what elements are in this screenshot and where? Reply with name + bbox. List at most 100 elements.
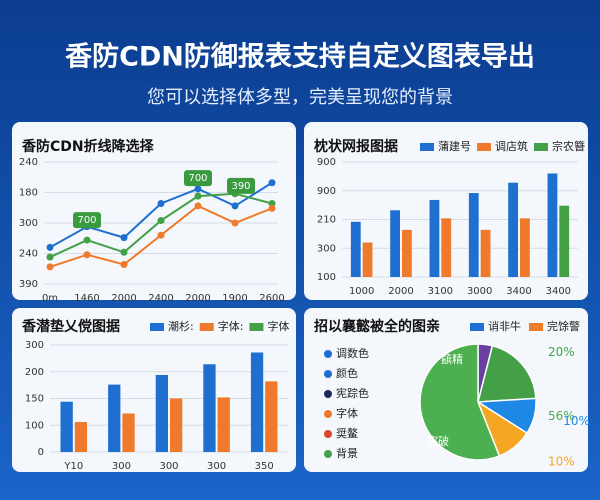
annotation-box — [184, 170, 212, 187]
legend-label: 颜色 — [336, 366, 358, 380]
legend-label: 蒲建号 — [438, 139, 471, 153]
legend-label: 奨鳌 — [336, 426, 358, 440]
annotation-box — [227, 177, 255, 194]
annotation: 宪破 — [427, 434, 449, 448]
point — [46, 263, 54, 271]
x-tick-label: 3000 — [467, 286, 492, 297]
value-label: 20% — [548, 345, 575, 359]
legend-swatch — [529, 323, 543, 331]
x-tick-label: 1000 — [349, 286, 374, 297]
bar — [170, 398, 183, 452]
point — [157, 199, 165, 207]
point — [157, 217, 165, 225]
x-tick-label: 300 — [159, 461, 178, 472]
y-tick-label: 180 — [19, 188, 38, 199]
x-tick-label: 1460 — [74, 293, 99, 304]
value-label: 10% — [548, 455, 575, 469]
legend-swatch — [420, 143, 434, 151]
point — [194, 185, 202, 193]
x-tick-label: 2600 — [259, 293, 284, 304]
x-tick-label: 2000 — [185, 293, 210, 304]
x-tick-label: 3400 — [546, 286, 571, 297]
chart-title: 香防CDN折线降选择 — [21, 138, 155, 155]
y-tick-label: 300 — [317, 243, 336, 254]
chart-title: 招以襄懿被全的图亲 — [314, 318, 440, 335]
value-label: 10% — [563, 414, 590, 428]
bar — [74, 422, 88, 452]
point — [46, 253, 54, 261]
y-tick-label: 300 — [25, 340, 44, 351]
legend-dot — [324, 410, 332, 418]
legend-label: 诮非牛 — [488, 319, 521, 333]
bar — [265, 381, 278, 452]
point — [194, 192, 202, 200]
bar — [520, 218, 530, 277]
legend-swatch — [199, 323, 214, 331]
y-tick-label: 100 — [317, 272, 336, 283]
x-tick-label: 2000 — [111, 293, 136, 304]
bar — [60, 401, 73, 452]
bar — [559, 205, 570, 277]
legend-swatch — [470, 323, 484, 331]
bar — [217, 397, 230, 452]
value-label: 56% — [548, 409, 575, 423]
legend-label: 背景 — [336, 446, 358, 460]
legend-label: 宗农簪 — [552, 139, 585, 153]
bar — [441, 218, 452, 277]
x-tick-label: Y10 — [63, 461, 83, 472]
chart-title: 枕状网报图据 — [314, 138, 398, 155]
bar — [362, 242, 373, 277]
y-tick-label: 200 — [25, 367, 44, 378]
legend-dot — [324, 350, 332, 358]
y-tick-label: 240 — [19, 249, 38, 260]
page-subtitle: 您可以选择体多型，完美呈现您的背景 — [147, 87, 453, 108]
legend-label: 调店筑 — [495, 139, 528, 153]
bar — [203, 364, 216, 452]
annotation-box — [73, 212, 101, 229]
annotation: 700 — [77, 215, 96, 226]
x-tick-label: 350 — [255, 461, 274, 472]
legend-swatch — [249, 323, 264, 331]
page-title: 香防CDN防御报表支持自定义图表导出 — [65, 41, 535, 73]
x-tick-label: 2400 — [148, 293, 173, 304]
annotation: 390 — [231, 181, 250, 192]
legend-label: 潮杉: — [168, 319, 194, 333]
legend-dot — [324, 430, 332, 438]
bar — [350, 221, 361, 277]
bar — [155, 374, 168, 452]
legend-label: 完馀警 — [547, 319, 580, 333]
point — [194, 202, 202, 210]
legend-dot — [324, 390, 332, 398]
point — [120, 248, 128, 256]
legend-label: 字体 — [267, 319, 289, 333]
y-tick-label: 900 — [317, 157, 336, 168]
x-tick-label: 2000 — [388, 286, 413, 297]
point — [231, 202, 239, 210]
pie-slice — [477, 344, 537, 403]
chart-title: 香潜垫乂傥图据 — [21, 318, 120, 335]
point — [268, 204, 276, 212]
annotation: 蕻精 — [441, 353, 463, 366]
y-tick-label: 900 — [317, 186, 336, 197]
bar — [480, 229, 491, 277]
legend-dot — [324, 450, 332, 458]
x-tick-label: 1900 — [222, 293, 247, 304]
legend-label: 调数色 — [336, 346, 369, 360]
point — [83, 251, 91, 259]
bar — [108, 384, 121, 452]
bar — [508, 182, 518, 277]
x-tick-label: 300 — [207, 461, 226, 472]
bar — [547, 173, 558, 277]
legend-label: 宪踪色 — [336, 386, 369, 400]
legend-swatch — [150, 323, 164, 331]
y-tick-label: 300 — [19, 218, 38, 229]
y-tick-label: 210 — [317, 215, 336, 226]
bar — [429, 199, 440, 277]
x-tick-label: 0m — [42, 293, 58, 304]
legend-label: 字体: — [218, 319, 244, 333]
point — [120, 234, 128, 242]
point — [268, 199, 276, 207]
point — [83, 236, 91, 244]
point — [231, 219, 239, 227]
